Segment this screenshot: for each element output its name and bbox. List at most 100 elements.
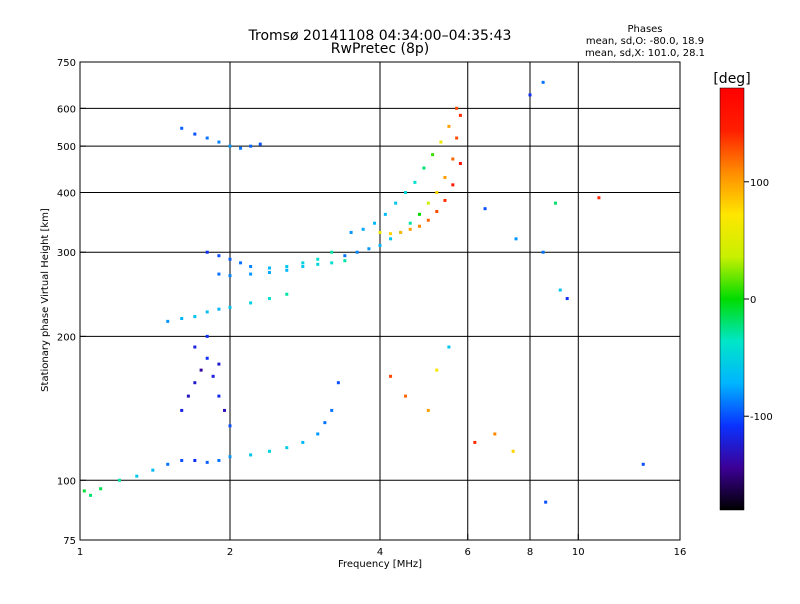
y-tick-label: 200 bbox=[57, 332, 76, 343]
echo-point bbox=[285, 292, 289, 296]
echo-point bbox=[166, 319, 170, 323]
echo-point bbox=[483, 207, 487, 211]
echo-point bbox=[443, 198, 447, 202]
echo-point bbox=[180, 126, 184, 130]
echo-point bbox=[394, 201, 398, 205]
echo-point bbox=[228, 305, 232, 309]
x-tick-label: 8 bbox=[527, 547, 533, 558]
echo-point bbox=[258, 142, 262, 146]
echo-point bbox=[211, 374, 215, 378]
echo-point bbox=[316, 257, 320, 261]
echo-point bbox=[383, 212, 387, 216]
echo-point bbox=[239, 146, 243, 150]
x-axis-label: Frequency [MHz] bbox=[338, 559, 422, 570]
x-tick-label: 6 bbox=[465, 547, 471, 558]
echo-point bbox=[135, 474, 139, 478]
x-tick-label: 4 bbox=[377, 547, 383, 558]
echo-point bbox=[417, 212, 421, 216]
x-tick-label: 10 bbox=[572, 547, 585, 558]
echo-point bbox=[361, 227, 365, 231]
echo-point bbox=[228, 274, 232, 278]
echo-point bbox=[166, 462, 170, 466]
echo-point bbox=[217, 362, 221, 366]
echo-point bbox=[413, 180, 417, 184]
echo-point bbox=[455, 106, 459, 110]
echo-point bbox=[541, 80, 545, 84]
echo-point bbox=[199, 368, 203, 372]
echo-point bbox=[435, 210, 439, 214]
echo-point bbox=[403, 190, 407, 194]
echo-point bbox=[217, 307, 221, 311]
info-line-o: mean, sd,O: -80.0, 18.9 bbox=[586, 36, 704, 47]
y-tick-label: 500 bbox=[57, 142, 76, 153]
echo-point bbox=[389, 374, 393, 378]
y-tick-label: 300 bbox=[57, 248, 76, 259]
y-tick-label: 400 bbox=[57, 188, 76, 199]
chart-title: Tromsø 20141108 04:34:00–04:35:43 bbox=[248, 28, 512, 44]
echo-point bbox=[458, 161, 462, 165]
colorbar-tick-label: -100 bbox=[750, 412, 773, 423]
echo-point bbox=[249, 453, 253, 457]
axis-layer: 1 2 4 6 8 10 16 75 100 200 300 400 500 600 750 bbox=[57, 58, 686, 558]
echo-point bbox=[316, 262, 320, 266]
echo-point bbox=[435, 368, 439, 372]
echo-point bbox=[355, 250, 359, 254]
echo-point bbox=[205, 310, 209, 314]
echo-point bbox=[267, 266, 271, 270]
colorbar: [deg] 100 0 -100 bbox=[713, 71, 773, 511]
echo-point bbox=[493, 432, 497, 436]
echo-point bbox=[378, 243, 382, 247]
echo-point bbox=[330, 408, 334, 412]
echo-point bbox=[399, 230, 403, 234]
echo-point bbox=[597, 196, 601, 200]
echo-point bbox=[408, 227, 412, 231]
colorbar-gradient bbox=[720, 88, 744, 510]
echo-point bbox=[447, 124, 451, 128]
echo-point bbox=[330, 250, 334, 254]
echo-point bbox=[473, 440, 477, 444]
echo-point bbox=[180, 316, 184, 320]
points-layer bbox=[82, 80, 645, 504]
echo-point bbox=[249, 301, 253, 305]
echo-point bbox=[193, 132, 197, 136]
echo-point bbox=[249, 144, 253, 148]
echo-point bbox=[228, 144, 232, 148]
echo-point bbox=[641, 462, 645, 466]
echo-point bbox=[553, 201, 557, 205]
echo-point bbox=[267, 449, 271, 453]
echo-point bbox=[541, 250, 545, 254]
y-tick-label: 600 bbox=[57, 104, 76, 115]
y-tick-label: 750 bbox=[57, 58, 76, 69]
echo-point bbox=[217, 254, 221, 258]
y-tick-label: 100 bbox=[57, 476, 76, 487]
echo-point bbox=[439, 140, 443, 144]
info-line-x: mean, sd,X: 101.0, 28.1 bbox=[585, 48, 705, 59]
y-axis-label: Stationary phase Virtual Height [km] bbox=[40, 208, 51, 392]
echo-point bbox=[323, 421, 327, 425]
echo-point bbox=[180, 408, 184, 412]
echo-point bbox=[217, 394, 221, 398]
x-tick-label: 1 bbox=[77, 547, 83, 558]
echo-point bbox=[426, 408, 430, 412]
echo-point bbox=[193, 381, 197, 385]
echo-point bbox=[447, 345, 451, 349]
echo-point bbox=[249, 265, 253, 269]
echo-point bbox=[426, 218, 430, 222]
y-tick-label: 75 bbox=[63, 536, 76, 547]
echo-point bbox=[389, 232, 393, 236]
echo-point bbox=[285, 268, 289, 272]
echo-point bbox=[336, 381, 340, 385]
colorbar-label: [deg] bbox=[713, 71, 750, 87]
echo-point bbox=[267, 271, 271, 275]
info-heading: Phases bbox=[627, 24, 662, 35]
echo-point bbox=[435, 190, 439, 194]
echo-point bbox=[89, 493, 93, 497]
echo-point bbox=[451, 183, 455, 187]
echo-point bbox=[558, 288, 562, 292]
echo-point bbox=[528, 93, 532, 97]
echo-point bbox=[389, 237, 393, 241]
echo-point bbox=[455, 136, 459, 140]
echo-point bbox=[301, 440, 305, 444]
